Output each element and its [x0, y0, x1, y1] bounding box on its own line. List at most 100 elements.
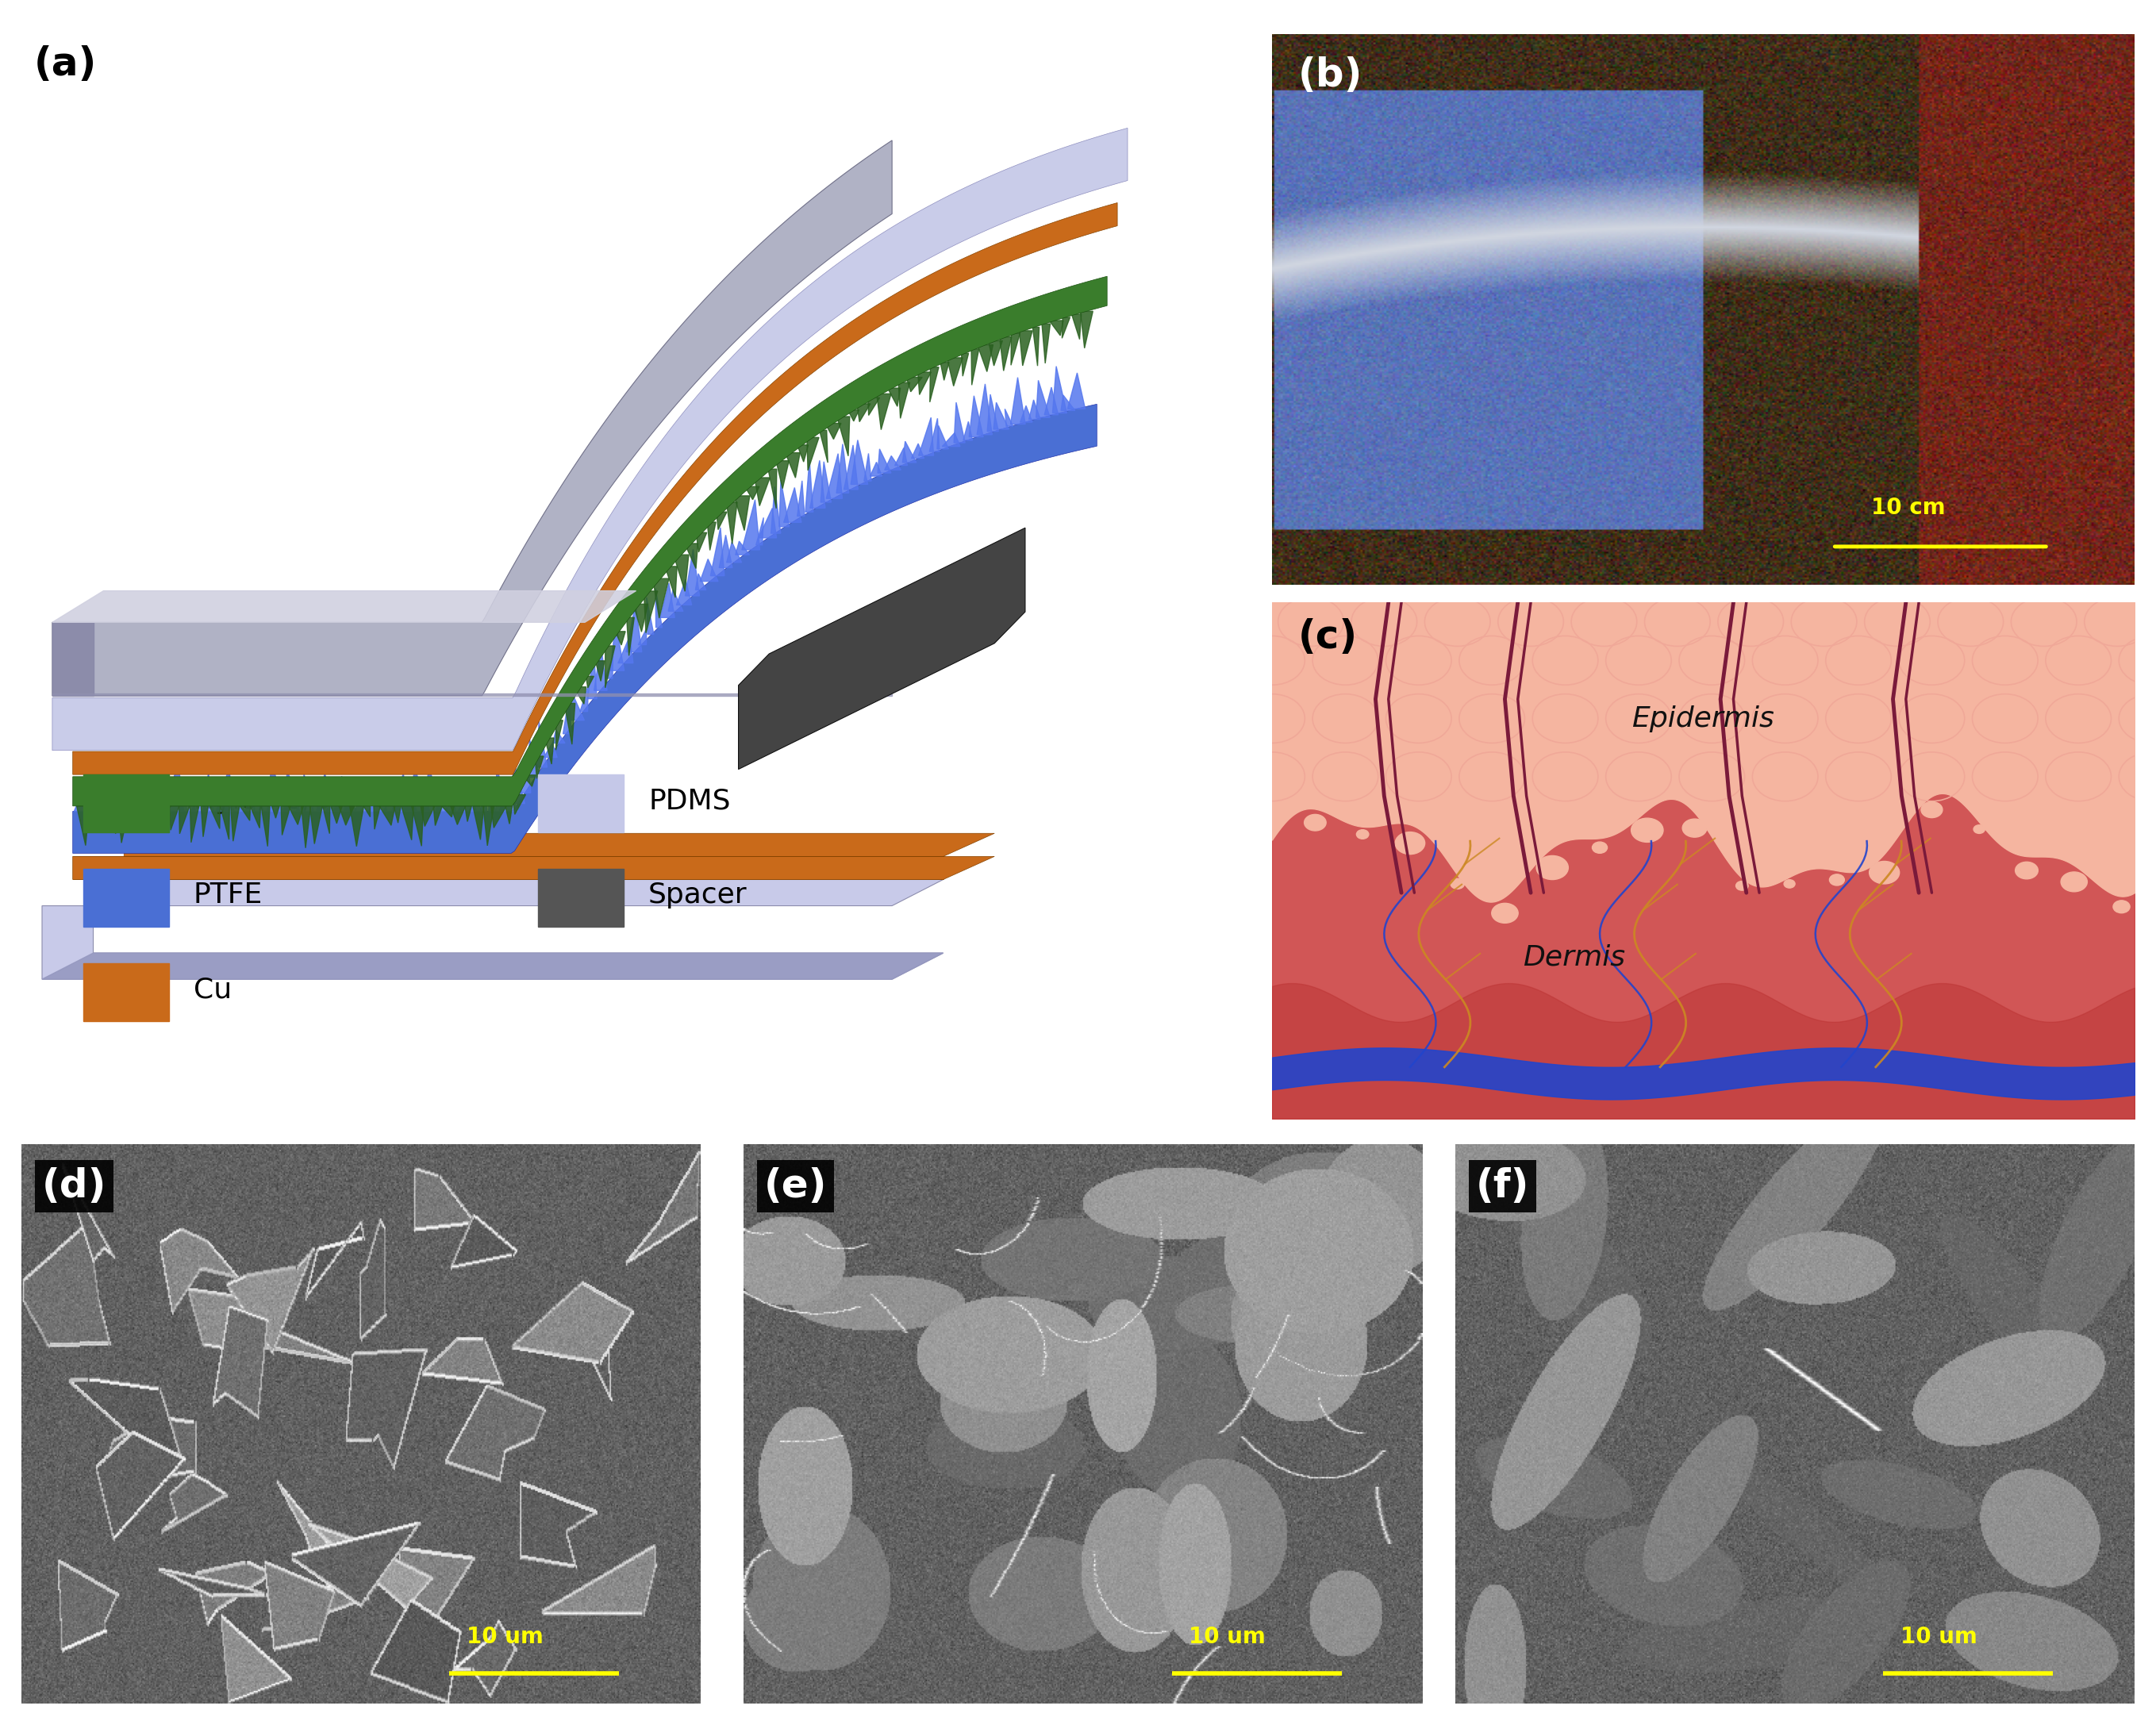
Polygon shape	[929, 418, 940, 451]
Polygon shape	[888, 389, 901, 406]
Polygon shape	[664, 566, 677, 597]
Polygon shape	[151, 778, 164, 811]
Polygon shape	[52, 694, 893, 695]
Polygon shape	[977, 344, 994, 372]
Bar	[82, 964, 168, 1021]
Circle shape	[1869, 860, 1899, 885]
Polygon shape	[52, 127, 1128, 750]
Polygon shape	[606, 656, 612, 678]
Text: (c): (c)	[1298, 618, 1358, 656]
Polygon shape	[246, 783, 254, 811]
Polygon shape	[970, 349, 979, 386]
Polygon shape	[627, 618, 634, 656]
Polygon shape	[716, 511, 727, 530]
Polygon shape	[727, 542, 742, 563]
Text: (b): (b)	[1298, 57, 1363, 95]
Polygon shape	[142, 781, 157, 811]
Polygon shape	[412, 805, 423, 847]
Polygon shape	[522, 774, 535, 786]
Polygon shape	[190, 805, 198, 843]
Polygon shape	[334, 776, 349, 811]
Polygon shape	[1037, 380, 1050, 418]
Polygon shape	[201, 805, 209, 836]
Polygon shape	[595, 661, 604, 682]
Polygon shape	[91, 805, 97, 821]
Polygon shape	[811, 461, 826, 508]
Polygon shape	[239, 805, 250, 821]
Polygon shape	[317, 773, 334, 811]
Polygon shape	[379, 790, 388, 811]
Polygon shape	[356, 795, 362, 811]
Polygon shape	[151, 805, 157, 823]
Polygon shape	[1052, 367, 1067, 413]
Polygon shape	[727, 503, 737, 544]
Polygon shape	[472, 805, 483, 840]
Polygon shape	[220, 805, 229, 840]
Circle shape	[1591, 842, 1608, 854]
Polygon shape	[364, 805, 371, 817]
Polygon shape	[330, 805, 343, 823]
Polygon shape	[259, 793, 274, 811]
Polygon shape	[720, 535, 733, 568]
Text: Spacer: Spacer	[649, 881, 748, 909]
Circle shape	[2061, 873, 2087, 891]
Polygon shape	[677, 580, 692, 606]
Polygon shape	[276, 799, 291, 811]
Polygon shape	[1028, 399, 1041, 420]
Polygon shape	[267, 759, 282, 811]
Polygon shape	[239, 792, 246, 811]
Polygon shape	[759, 508, 776, 539]
Polygon shape	[289, 805, 304, 824]
Polygon shape	[707, 521, 716, 551]
Polygon shape	[1050, 320, 1063, 336]
Polygon shape	[280, 805, 291, 835]
Polygon shape	[73, 833, 994, 879]
Polygon shape	[918, 372, 931, 394]
Polygon shape	[407, 766, 425, 811]
Polygon shape	[73, 277, 1106, 805]
Polygon shape	[701, 559, 718, 582]
Bar	[537, 869, 623, 926]
Text: 10 um: 10 um	[466, 1626, 543, 1649]
Circle shape	[1451, 878, 1464, 890]
Polygon shape	[43, 879, 942, 979]
Polygon shape	[556, 721, 563, 750]
Polygon shape	[338, 805, 354, 826]
Polygon shape	[470, 788, 481, 811]
Polygon shape	[444, 793, 455, 811]
Polygon shape	[929, 367, 938, 403]
Polygon shape	[645, 590, 658, 633]
Polygon shape	[647, 597, 653, 635]
Polygon shape	[97, 805, 110, 826]
Polygon shape	[856, 404, 871, 422]
Polygon shape	[884, 456, 901, 470]
Text: Cu: Cu	[194, 976, 233, 1003]
Polygon shape	[877, 449, 890, 473]
Polygon shape	[987, 341, 1003, 367]
Polygon shape	[755, 478, 770, 506]
Polygon shape	[179, 805, 190, 833]
Polygon shape	[1044, 387, 1059, 415]
Polygon shape	[768, 470, 776, 508]
Polygon shape	[73, 203, 1117, 774]
Circle shape	[1395, 831, 1425, 854]
Polygon shape	[757, 518, 763, 546]
Polygon shape	[108, 805, 119, 833]
Circle shape	[2113, 900, 2130, 914]
Text: (d): (d)	[41, 1167, 106, 1205]
Polygon shape	[395, 805, 401, 823]
Polygon shape	[88, 774, 95, 811]
Bar	[82, 774, 168, 833]
Polygon shape	[953, 403, 966, 442]
Polygon shape	[345, 778, 356, 811]
Polygon shape	[457, 785, 476, 811]
Circle shape	[1830, 874, 1843, 886]
Polygon shape	[73, 857, 942, 879]
Polygon shape	[492, 805, 507, 828]
Polygon shape	[567, 692, 584, 721]
Polygon shape	[869, 398, 880, 415]
Polygon shape	[433, 805, 442, 826]
Polygon shape	[528, 740, 541, 778]
Polygon shape	[188, 781, 196, 811]
Polygon shape	[310, 805, 323, 843]
